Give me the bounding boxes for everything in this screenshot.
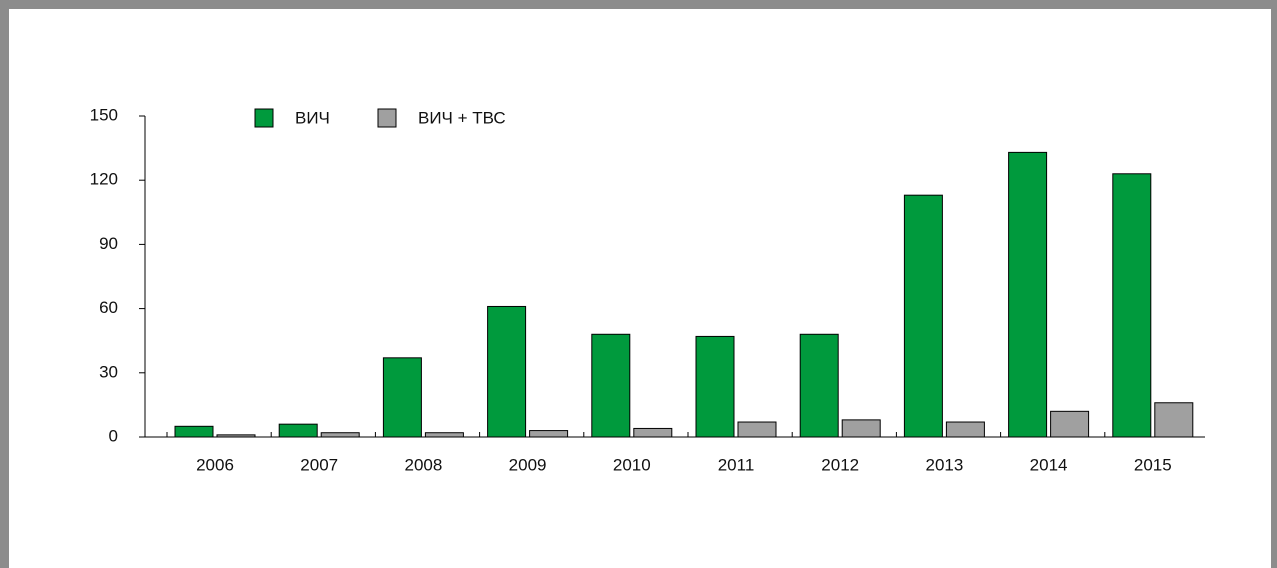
bar — [216, 434, 256, 438]
bar — [1112, 173, 1152, 438]
y-tick-label: 30 — [99, 362, 118, 381]
legend-swatch — [254, 108, 274, 128]
bar — [320, 432, 360, 438]
bar — [529, 430, 569, 438]
bar — [695, 335, 735, 438]
bar — [799, 333, 839, 438]
y-tick-label: 60 — [99, 298, 118, 317]
x-tick-label: 2012 — [821, 455, 859, 474]
bar — [1008, 151, 1048, 438]
x-tick-label: 2015 — [1134, 455, 1172, 474]
legend-swatch — [377, 108, 397, 128]
x-tick-label: 2010 — [613, 455, 651, 474]
x-tick-label: 2014 — [1030, 455, 1068, 474]
x-tick-label: 2013 — [925, 455, 963, 474]
y-tick-label: 150 — [90, 105, 118, 124]
frame-left — [0, 0, 9, 568]
bar — [633, 427, 673, 438]
bar — [1050, 410, 1090, 438]
bar — [945, 421, 985, 438]
bar — [382, 357, 422, 438]
bar — [487, 305, 527, 438]
bar — [903, 194, 943, 438]
x-tick-label: 2007 — [300, 455, 338, 474]
y-tick-label: 90 — [99, 234, 118, 253]
x-tick-label: 2008 — [404, 455, 442, 474]
legend-label: ВИЧ — [295, 108, 330, 127]
y-tick-label: 0 — [109, 426, 118, 445]
bar — [278, 423, 318, 438]
bar — [737, 421, 777, 438]
x-tick-label: 2011 — [718, 455, 755, 474]
bar — [424, 432, 464, 438]
bar — [174, 425, 214, 438]
bar — [1154, 402, 1194, 438]
y-tick-label: 120 — [90, 170, 118, 189]
bar — [591, 333, 631, 438]
x-tick-label: 2006 — [196, 455, 234, 474]
x-tick-label: 2009 — [509, 455, 547, 474]
frame-right — [1271, 0, 1277, 568]
legend-label: ВИЧ + ТВС — [418, 108, 506, 127]
bar — [841, 419, 881, 438]
frame-top — [0, 0, 1277, 9]
